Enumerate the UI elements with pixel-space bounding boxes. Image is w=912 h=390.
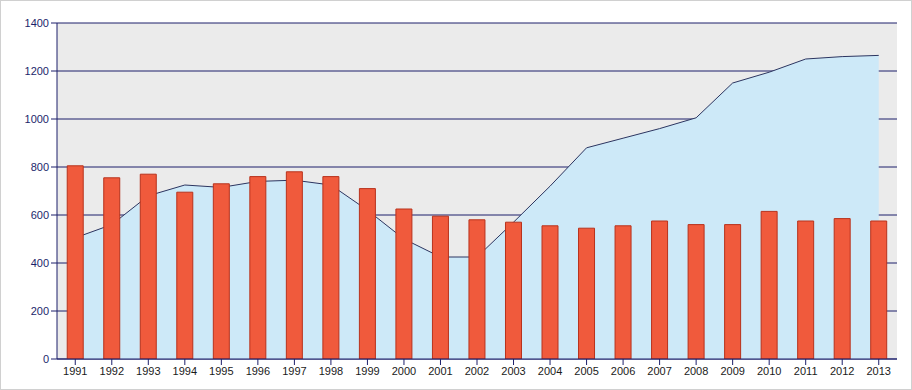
svg-text:600: 600 [31,209,49,221]
svg-text:2006: 2006 [611,365,635,377]
svg-text:1995: 1995 [209,365,233,377]
svg-text:2003: 2003 [501,365,525,377]
svg-text:2007: 2007 [647,365,671,377]
svg-text:800: 800 [31,161,49,173]
svg-text:2012: 2012 [830,365,854,377]
svg-text:2005: 2005 [574,365,598,377]
svg-text:2010: 2010 [757,365,781,377]
svg-text:1000: 1000 [25,113,49,125]
svg-text:200: 200 [31,305,49,317]
svg-text:1996: 1996 [246,365,270,377]
svg-text:2000: 2000 [392,365,416,377]
svg-text:1992: 1992 [100,365,124,377]
svg-text:2004: 2004 [538,365,562,377]
svg-text:1998: 1998 [319,365,343,377]
svg-text:2002: 2002 [465,365,489,377]
svg-text:1991: 1991 [63,365,87,377]
svg-text:400: 400 [31,257,49,269]
svg-text:1994: 1994 [173,365,197,377]
svg-text:1997: 1997 [282,365,306,377]
svg-text:1200: 1200 [25,65,49,77]
svg-text:2008: 2008 [684,365,708,377]
svg-text:0: 0 [43,353,49,365]
svg-text:2009: 2009 [720,365,744,377]
svg-text:1400: 1400 [25,17,49,29]
svg-text:2011: 2011 [794,365,818,377]
svg-text:1993: 1993 [136,365,160,377]
svg-text:1999: 1999 [355,365,379,377]
svg-text:2013: 2013 [866,365,890,377]
svg-text:2001: 2001 [428,365,452,377]
